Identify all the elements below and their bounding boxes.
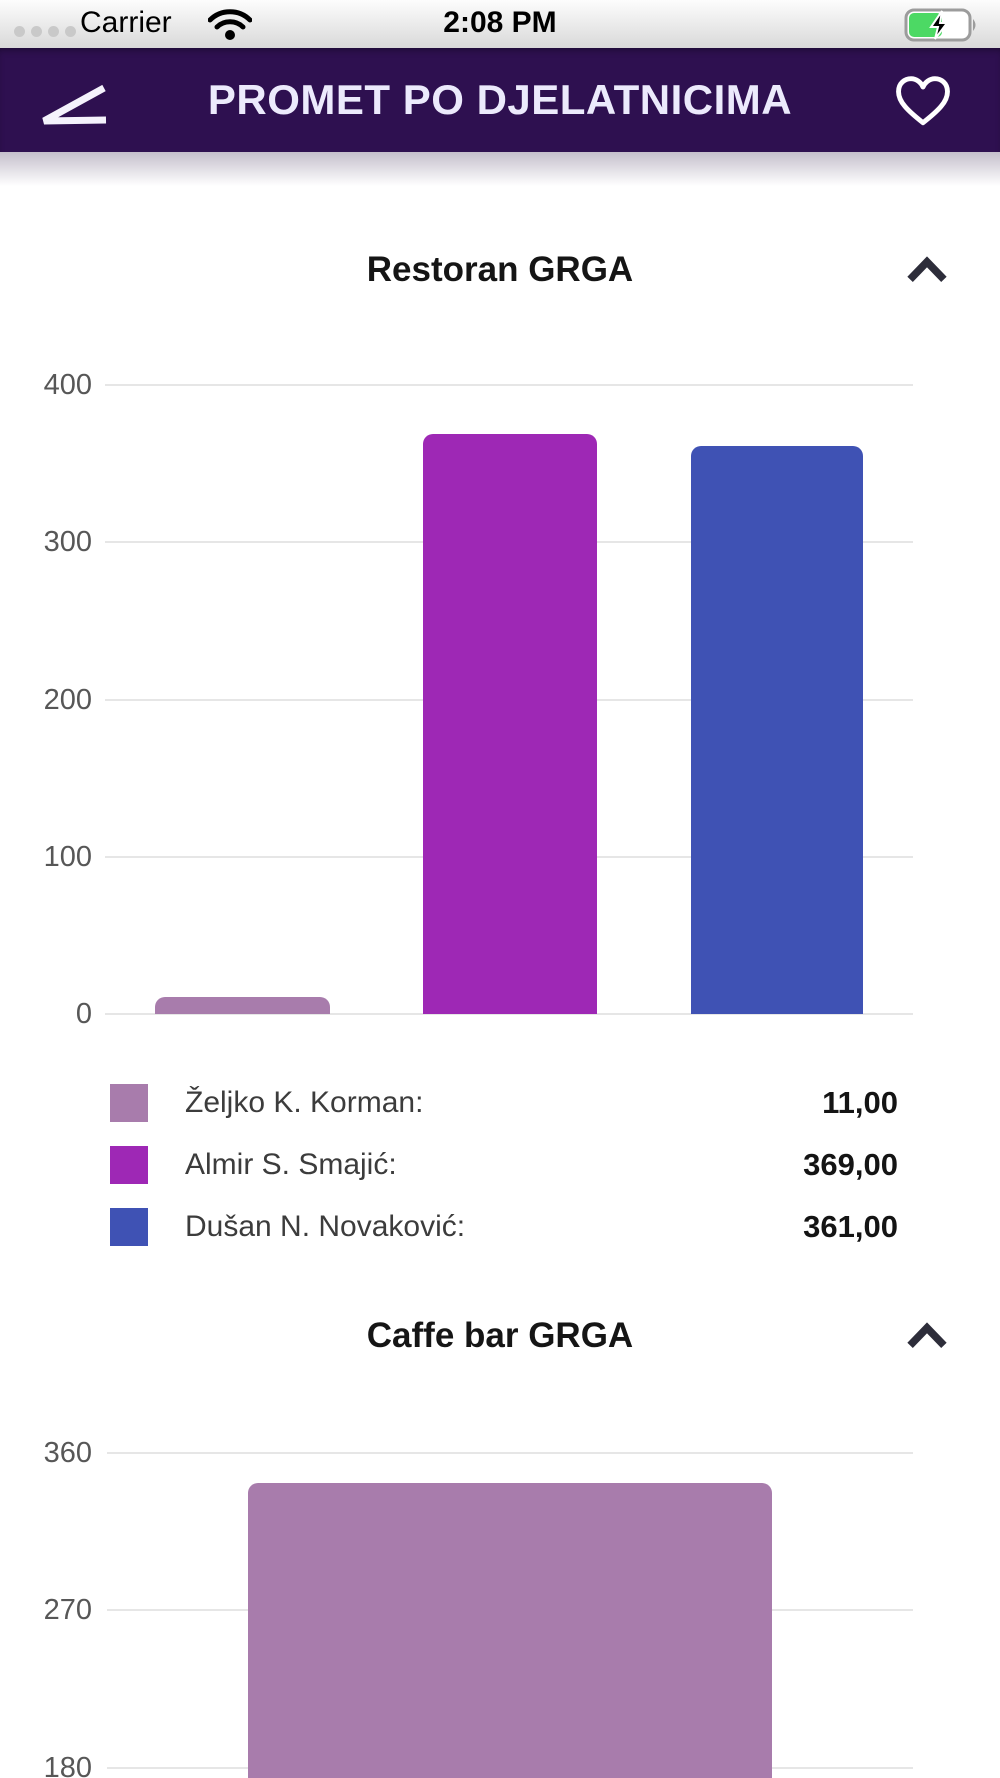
y-axis-tick-label: 300 bbox=[43, 526, 92, 559]
gridline bbox=[105, 384, 913, 386]
y-axis-tick-label: 200 bbox=[43, 683, 92, 716]
wifi-icon bbox=[208, 9, 252, 40]
legend-value: 369,00 bbox=[803, 1147, 898, 1182]
chevron-up-icon[interactable] bbox=[906, 256, 948, 284]
legend-item: Dušan N. Novaković: 361,00 bbox=[110, 1196, 898, 1258]
legend-swatch bbox=[110, 1208, 148, 1246]
legend-label: Dušan N. Novaković: bbox=[185, 1210, 466, 1243]
chart-bar bbox=[423, 433, 597, 1014]
header-shadow bbox=[0, 152, 1000, 186]
chart-bar bbox=[155, 996, 330, 1014]
section-title: Restoran GRGA bbox=[366, 250, 634, 289]
y-axis-tick-label: 0 bbox=[75, 998, 92, 1030]
legend-item: Almir S. Smajić: 369,00 bbox=[110, 1134, 898, 1196]
y-axis-tick-label: 270 bbox=[43, 1594, 92, 1627]
legend-value: 11,00 bbox=[822, 1085, 898, 1120]
bar-chart-restoran bbox=[105, 384, 913, 1015]
back-icon[interactable] bbox=[38, 84, 110, 126]
gridline bbox=[107, 1452, 913, 1454]
app-header: PROMET PO DJELATNICIMA bbox=[0, 48, 1000, 152]
y-axis-tick-label: 400 bbox=[43, 369, 92, 401]
legend-label: Almir S. Smajić: bbox=[185, 1148, 397, 1181]
cell-signal-icon bbox=[14, 26, 76, 37]
heart-icon[interactable] bbox=[894, 74, 952, 128]
chart-bar bbox=[248, 1482, 772, 1778]
section-header-restoran[interactable]: Restoran GRGA bbox=[0, 238, 1000, 302]
battery-charging-icon bbox=[904, 8, 976, 42]
bar-chart-caffe-bar bbox=[107, 1452, 913, 1778]
status-bar: Carrier 2:08 PM bbox=[0, 0, 1000, 48]
y-axis-tick-label: 100 bbox=[43, 840, 92, 873]
page-title: PROMET PO DJELATNICIMA bbox=[207, 76, 793, 123]
legend-swatch bbox=[110, 1146, 148, 1184]
y-axis-tick-label: 180 bbox=[43, 1751, 92, 1778]
legend: Željko K. Korman: 11,00 Almir S. Smajić: 36… bbox=[110, 1072, 898, 1258]
chevron-up-icon[interactable] bbox=[906, 1322, 948, 1350]
legend-value: 361,00 bbox=[803, 1209, 898, 1244]
gridline bbox=[105, 1013, 913, 1015]
section-header-caffe-bar[interactable]: Caffe bar GRGA bbox=[0, 1304, 1000, 1368]
chart-bar bbox=[691, 446, 863, 1014]
legend-swatch bbox=[110, 1084, 148, 1122]
y-axis-tick-label: 360 bbox=[43, 1437, 92, 1469]
legend-item: Željko K. Korman: 11,00 bbox=[110, 1072, 898, 1134]
carrier-label: Carrier bbox=[80, 6, 172, 39]
clock: 2:08 PM bbox=[443, 6, 557, 39]
legend-label: Željko K. Korman: bbox=[185, 1086, 424, 1119]
section-title: Caffe bar GRGA bbox=[366, 1316, 634, 1355]
